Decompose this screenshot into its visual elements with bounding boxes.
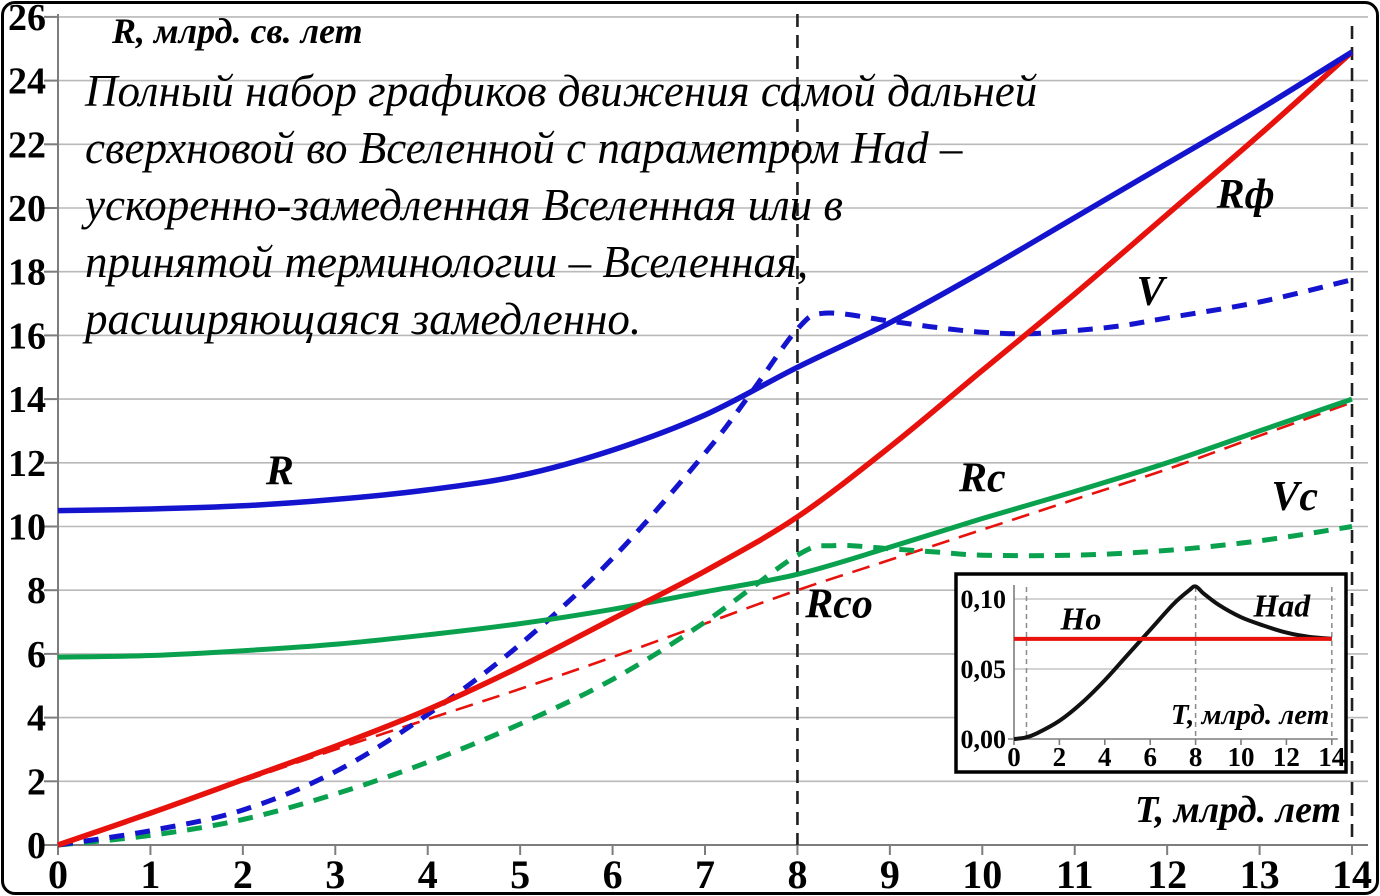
x-tick-label-8: 8: [787, 852, 807, 896]
curve-label-rf: Rф: [1216, 172, 1275, 218]
x-tick-label-10: 10: [962, 852, 1002, 896]
annotation-line-1: Полный набор графиков движения самой дал…: [85, 66, 1038, 116]
y-tick-label-10: 10: [8, 507, 46, 549]
y-tick-label-12: 12: [8, 443, 46, 485]
inset-x-axis-title: Т, млрд. лет: [1171, 699, 1329, 731]
series-r-curve: [57, 49, 1354, 514]
x-tick-label-3: 3: [325, 852, 345, 896]
inset-curve-label-had: Had: [1252, 588, 1311, 624]
y-tick-label-4: 4: [27, 698, 46, 740]
curve-label-v: V: [1137, 269, 1168, 315]
inset-y-tick-label-0,10: 0,10: [961, 585, 1007, 614]
x-axis-title: T, млрд. лет: [1135, 789, 1342, 831]
inset-x-tick-label-6: 6: [1143, 742, 1157, 772]
inset-x-tick-label-8: 8: [1189, 742, 1203, 772]
annotation-line-2: сверхновой во Вселенной с параметром Had…: [85, 123, 963, 173]
inset-curve-label-ho: Ho: [1060, 600, 1102, 636]
y-tick-label-18: 18: [8, 252, 46, 294]
y-tick-label-8: 8: [27, 570, 46, 612]
series-rc-curve: [57, 396, 1353, 660]
x-tick-label-2: 2: [233, 852, 253, 896]
y-tick-label-20: 20: [8, 188, 46, 230]
x-tick-label-4: 4: [418, 852, 438, 896]
x-tick-label-7: 7: [695, 852, 715, 896]
curve-label-r: R: [265, 448, 294, 494]
y-tick-label-26: 26: [8, 0, 46, 39]
inset-y-tick-label-0,05: 0,05: [961, 655, 1007, 684]
annotation-line-4: принятой терминологии – Вселенная,: [85, 237, 809, 287]
x-tick-label-0: 0: [48, 852, 68, 896]
y-tick-label-22: 22: [8, 124, 46, 166]
curve-label-rco: Rco: [804, 581, 873, 627]
annotation-line-5: расширяющаяся замедленно.: [85, 294, 642, 344]
inset-series-had-curve: [1013, 584, 1333, 741]
inset-x-tick-label-12: 12: [1273, 742, 1300, 772]
series-v-curve: [57, 277, 1353, 848]
inset-x-tick-label-10: 10: [1228, 742, 1255, 772]
series-rf-curve: [57, 49, 1354, 848]
x-tick-label-14: 14: [1332, 852, 1372, 896]
y-tick-label-6: 6: [27, 634, 46, 676]
y-tick-label-2: 2: [27, 761, 46, 803]
x-tick-label-13: 13: [1240, 852, 1280, 896]
x-tick-label-11: 11: [1056, 852, 1094, 896]
y-tick-label-16: 16: [8, 315, 46, 357]
curve-label-vc: Vc: [1271, 474, 1318, 520]
inset-x-tick-label-4: 4: [1098, 742, 1112, 772]
inset-x-tick-label-2: 2: [1053, 742, 1067, 772]
x-tick-label-1: 1: [140, 852, 160, 896]
curve-label-rc: Rc: [958, 455, 1006, 501]
y-tick-label-0: 0: [27, 825, 46, 867]
y-tick-label-14: 14: [8, 379, 46, 421]
inset-x-tick-label-14: 14: [1318, 742, 1345, 772]
x-tick-label-6: 6: [603, 852, 623, 896]
y-tick-label-24: 24: [8, 61, 46, 103]
annotation-line-3: ускоренно-замедленная Вселенная или в: [85, 180, 843, 230]
x-tick-label-5: 5: [510, 852, 530, 896]
annotation-block: Полный набор графиков движения самой дал…: [85, 63, 1038, 348]
x-tick-label-12: 12: [1147, 852, 1187, 896]
inset-y-tick-label-0,00: 0,00: [961, 725, 1007, 754]
y-axis-title: R, млрд. св. лет: [112, 11, 363, 51]
inset-x-tick-label-0: 0: [1007, 742, 1021, 772]
x-tick-label-9: 9: [880, 852, 900, 896]
